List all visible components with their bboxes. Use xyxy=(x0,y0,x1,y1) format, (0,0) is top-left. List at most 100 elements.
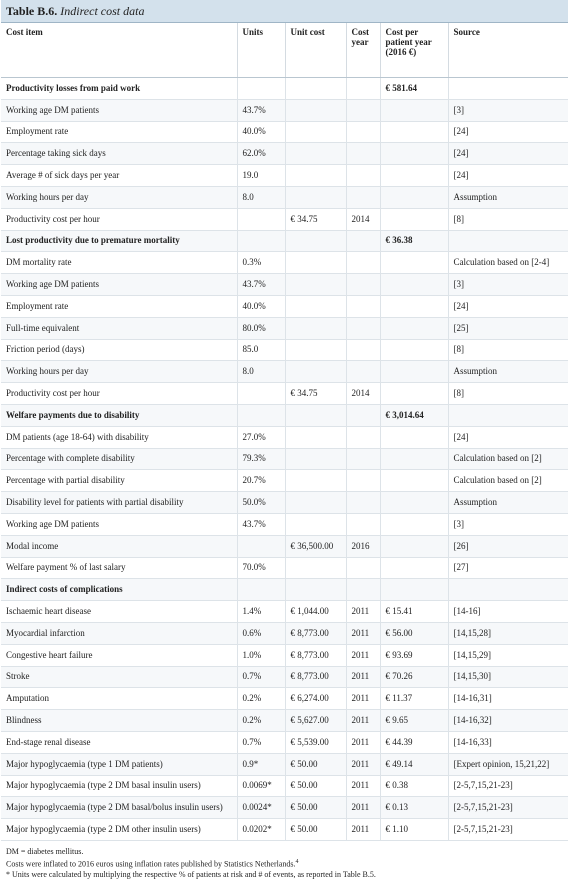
cell-year xyxy=(345,251,380,275)
cell-year xyxy=(345,121,380,144)
cell-units: 79.3% xyxy=(236,448,285,471)
cell-year: 2011 xyxy=(345,687,380,711)
cell-item: Percentage with partial disability xyxy=(1,469,237,493)
cell-unit-cost: € 1,044.00 xyxy=(284,600,346,623)
cell-unit-cost xyxy=(284,426,346,449)
cell-source: [14-16,33] xyxy=(447,731,568,754)
cell-item: DM patients (age 18-64) with disability xyxy=(1,426,237,449)
cell-item: End-stage renal disease xyxy=(1,731,237,754)
cell-year xyxy=(345,295,380,318)
cell-units: 0.0024* xyxy=(236,796,285,820)
cell-year xyxy=(345,273,380,296)
cell-cost: € 49.14 xyxy=(379,753,448,776)
cell-cost xyxy=(379,99,448,122)
cell-cost xyxy=(379,295,448,318)
data-row: Working age DM patients 43.7% [3] xyxy=(1,99,568,122)
cell-year xyxy=(345,404,380,427)
cell-item: Productivity cost per hour xyxy=(1,208,237,231)
cell-item: Blindness xyxy=(1,709,237,732)
cell-year xyxy=(345,557,380,580)
cell-year: 2011 xyxy=(345,622,380,645)
cell-source: [14,15,28] xyxy=(447,622,568,645)
cell-source: [2-5,7,15,21-23] xyxy=(447,775,568,798)
cell-unit-cost: € 36,500.00 xyxy=(284,535,346,558)
cell-unit-cost xyxy=(284,230,346,253)
cell-cost: € 93.69 xyxy=(379,644,448,667)
cell-cost xyxy=(379,448,448,471)
cell-units xyxy=(236,535,285,558)
cell-cost xyxy=(379,578,448,602)
column-header: Cost per patient year (2016 €) xyxy=(379,23,448,78)
footnote: * Units were calculated by multiplying t… xyxy=(6,870,563,880)
table-title: Table B.6. Indirect cost data xyxy=(1,0,568,23)
data-row: Blindness 0.2% € 5,627.00 2011 € 9.65 [14-16,… xyxy=(1,709,568,732)
cell-cost: € 11.37 xyxy=(379,687,448,711)
cell-cost xyxy=(379,557,448,580)
footnote-text: Costs were inflated to 2016 euros using … xyxy=(6,859,296,869)
cell-year: 2011 xyxy=(345,644,380,667)
cell-source: Assumption xyxy=(447,186,568,209)
cell-item: Productivity cost per hour xyxy=(1,382,237,405)
cell-units: 80.0% xyxy=(236,317,285,340)
cell-item: Stroke xyxy=(1,666,237,689)
cell-year: 2011 xyxy=(345,818,380,841)
data-row: Employment rate 40.0% [24] xyxy=(1,295,568,318)
cell-year: 2011 xyxy=(345,600,380,623)
cell-units: 19.0 xyxy=(236,164,285,187)
cell-units: 8.0 xyxy=(236,360,285,384)
column-header: Source xyxy=(447,23,568,78)
cell-item: Working age DM patients xyxy=(1,99,237,122)
data-row: Working age DM patients 43.7% [3] xyxy=(1,273,568,296)
cell-item: Major hypoglycaemia (type 1 DM patients) xyxy=(1,753,237,776)
cell-unit-cost xyxy=(284,77,346,100)
cell-item: Ischaemic heart disease xyxy=(1,600,237,623)
cell-unit-cost: € 50.00 xyxy=(284,753,346,776)
cell-year xyxy=(345,448,380,471)
cell-item: Working age DM patients xyxy=(1,273,237,296)
cell-units: 43.7% xyxy=(236,513,285,536)
cell-year: 2011 xyxy=(345,796,380,820)
cell-year xyxy=(345,578,380,602)
data-row: Major hypoglycaemia (type 2 DM other ins… xyxy=(1,818,568,841)
cell-source: [27] xyxy=(447,557,568,580)
data-row: Productivity cost per hour € 34.75 2014 [8] xyxy=(1,208,568,231)
data-row: Productivity cost per hour € 34.75 2014 [8] xyxy=(1,382,568,405)
cell-year xyxy=(345,426,380,449)
cell-source: [26] xyxy=(447,535,568,558)
cell-cost xyxy=(379,273,448,296)
cell-source: [2-5,7,15,21-23] xyxy=(447,796,568,820)
column-header: Units xyxy=(236,23,285,78)
cell-unit-cost: € 34.75 xyxy=(284,208,346,231)
cell-item: Major hypoglycaemia (type 2 DM basal/bol… xyxy=(1,796,237,820)
cell-year: 2011 xyxy=(345,709,380,732)
cell-source: [8] xyxy=(447,382,568,405)
footnote: DM = diabetes mellitus. xyxy=(6,847,563,857)
cell-unit-cost xyxy=(284,557,346,580)
cell-units xyxy=(236,578,285,602)
cell-source: [2-5,7,15,21-23] xyxy=(447,818,568,841)
cell-source: [Expert opinion, 15,21,22] xyxy=(447,753,568,776)
data-row: Friction period (days) 85.0 [8] xyxy=(1,339,568,362)
cell-item: Percentage taking sick days xyxy=(1,142,237,166)
cell-units: 0.7% xyxy=(236,666,285,689)
cell-item: Full-time equivalent xyxy=(1,317,237,340)
cell-unit-cost xyxy=(284,121,346,144)
data-row: Welfare payment % of last salary 70.0% [27… xyxy=(1,557,568,580)
cell-source xyxy=(447,77,568,100)
cell-source: [3] xyxy=(447,513,568,536)
cell-units: 43.7% xyxy=(236,99,285,122)
column-header: Cost year xyxy=(345,23,380,78)
cell-year: 2011 xyxy=(345,753,380,776)
footnote-ref: 4 xyxy=(295,858,299,865)
cell-item: Major hypoglycaemia (type 2 DM other ins… xyxy=(1,818,237,841)
cell-unit-cost xyxy=(284,448,346,471)
header-row: Cost item Units Unit cost Cost year Cost per… xyxy=(1,23,568,78)
cell-cost xyxy=(379,121,448,144)
cell-item: Modal income xyxy=(1,535,237,558)
cell-item: Friction period (days) xyxy=(1,339,237,362)
data-row: End-stage renal disease 0.7% € 5,539.00 201… xyxy=(1,731,568,754)
cell-units xyxy=(236,77,285,100)
cell-cost: € 1.10 xyxy=(379,818,448,841)
cell-cost: € 15.41 xyxy=(379,600,448,623)
